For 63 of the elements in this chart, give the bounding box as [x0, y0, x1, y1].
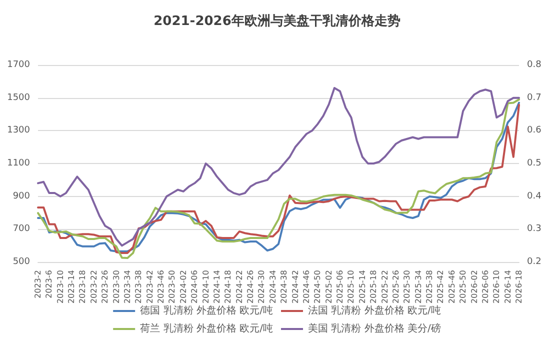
- x-tick-label: 2025-10: [346, 270, 356, 304]
- y-tick-label: 700: [12, 224, 30, 234]
- y-tick-label: 1700: [7, 60, 30, 70]
- chart-title: 2021-2026年欧洲与美盘干乳清价格走势: [154, 13, 400, 29]
- x-tick-label: 2023-34: [122, 270, 132, 304]
- x-tick-label: 2026-14: [503, 270, 512, 304]
- y2-tick-label: 0.5: [527, 158, 542, 168]
- x-tick-label: 2024-46: [302, 270, 311, 304]
- x-tick-label: 2024-06: [190, 270, 200, 304]
- legend-label: 法国 乳清粉 外盘价格 欧元/吨: [308, 304, 441, 316]
- x-tick-label: 2025-14: [358, 270, 367, 304]
- x-tick-label: 2023-42: [145, 270, 154, 304]
- y-tick-label: 1500: [7, 92, 30, 103]
- legend-label: 荷兰 乳清粉 外盘价格 欧元/吨: [140, 322, 273, 334]
- x-tick-label: 2025-50: [458, 270, 468, 304]
- x-tick-label: 2024-22: [234, 270, 244, 304]
- x-tick-label: 2024-14: [212, 270, 222, 304]
- x-tick-label: 2025-06: [336, 270, 345, 304]
- y-tick-label: 500: [12, 257, 30, 267]
- x-tick-label: 2024-18: [224, 270, 233, 304]
- x-tick-label: 2023-38: [134, 270, 144, 304]
- legend-label: 德国 乳清粉 外盘价格 欧元/吨: [140, 304, 273, 316]
- legend-label: 美国 乳清粉 外盘价格 美分/磅: [308, 322, 441, 334]
- x-tick-label: 2023-50: [168, 270, 177, 304]
- y2-tick-label: 0.2: [527, 257, 542, 267]
- x-tick-label: 2023-46: [156, 270, 166, 304]
- x-tick-label: 2025-34: [414, 270, 423, 304]
- x-tick-label: 2026-02: [470, 270, 479, 304]
- x-tick-label: 2025-18: [369, 270, 378, 304]
- y2-tick-label: 0.7: [527, 92, 542, 103]
- x-tick-label: 2023-30: [112, 270, 121, 304]
- x-tick-label: 2026-10: [492, 270, 502, 304]
- x-tick-label: 2023-10: [56, 270, 65, 304]
- x-tick-label: 2025-46: [447, 270, 456, 304]
- y2-tick-label: 0.3: [527, 224, 542, 234]
- x-tick-label: 2025-38: [425, 270, 434, 304]
- x-tick-label: 2024-38: [280, 270, 289, 304]
- x-tick-label: 2024-30: [257, 270, 266, 304]
- x-tick-label: 2023-6: [44, 270, 54, 298]
- x-tick-label: 2026-06: [480, 270, 490, 304]
- x-tick-label: 2023-14: [67, 270, 76, 304]
- x-tick-label: 2025-22: [380, 270, 390, 304]
- x-tick-label: 2025-02: [324, 270, 334, 304]
- y-tick-label: 1100: [7, 158, 30, 168]
- x-tick-label: 2024-34: [268, 270, 278, 304]
- x-tick-label: 2023-22: [89, 270, 98, 304]
- x-tick-label: 2025-30: [402, 270, 412, 304]
- y2-tick-label: 0.6: [527, 126, 542, 136]
- x-tick-label: 2024-10: [201, 270, 210, 304]
- x-tick-label: 2023-26: [100, 270, 110, 304]
- x-tick-label: 2024-02: [178, 270, 188, 304]
- y2-tick-label: 0.4: [527, 191, 542, 202]
- x-tick-label: 2024-42: [290, 270, 300, 304]
- y-tick-label: 900: [12, 191, 30, 202]
- x-tick-label: 2024-26: [246, 270, 256, 304]
- x-tick-label: 2026-18: [514, 270, 524, 304]
- x-tick-label: 2023-18: [78, 270, 88, 304]
- x-tick-label: 2025-42: [436, 270, 446, 304]
- y-tick-label: 1300: [7, 126, 30, 136]
- x-tick-label: 2023-2: [34, 270, 42, 298]
- x-tick-label: 2025-26: [391, 270, 400, 304]
- x-tick-label: 2024-50: [313, 270, 322, 304]
- y2-tick-label: 0.8: [527, 60, 542, 70]
